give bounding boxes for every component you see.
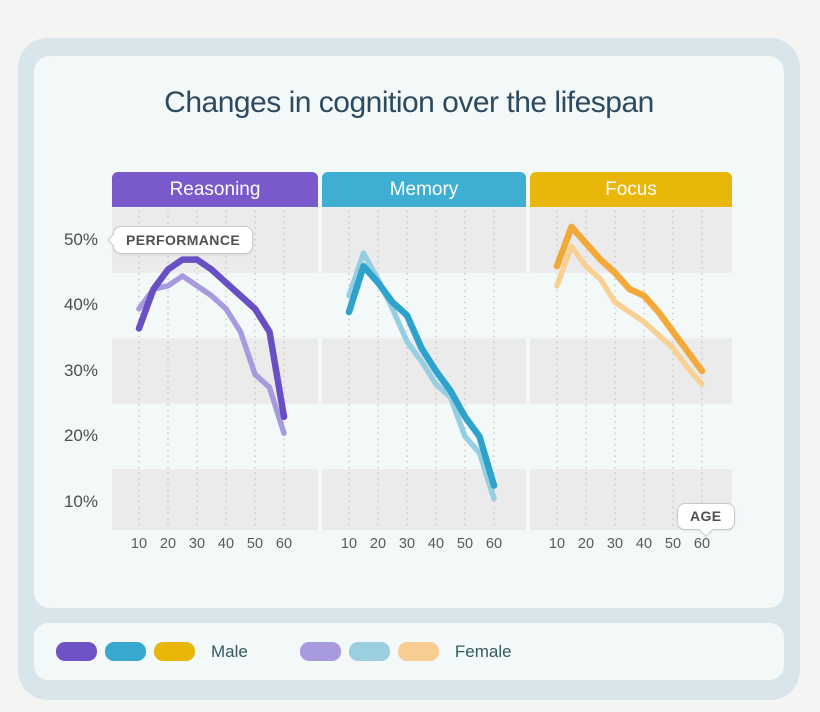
x-tick-memory-30: 30 xyxy=(398,536,416,552)
female-swatch-0 xyxy=(299,642,341,661)
x-tick-reasoning-10: 10 xyxy=(130,536,148,552)
x-tick-reasoning-20: 20 xyxy=(159,536,177,552)
y-tick-20: 20% xyxy=(63,426,98,445)
page-title: Changes in cognition over the lifespan xyxy=(164,86,654,119)
x-tick-memory-10: 10 xyxy=(340,536,358,552)
panel-reasoning xyxy=(112,207,318,530)
x-tick-focus-40: 40 xyxy=(635,536,653,552)
y-tick-50: 50% xyxy=(63,230,98,249)
male-swatch-group xyxy=(56,642,203,661)
y-tick-30: 30% xyxy=(63,361,98,380)
panel-header-reasoning: Reasoning xyxy=(112,172,318,207)
line-chart-plot xyxy=(112,207,732,530)
legend-bar: Male Female xyxy=(34,623,784,680)
band-row xyxy=(112,338,318,404)
x-tick-focus-20: 20 xyxy=(577,536,595,552)
panel-header-memory: Memory xyxy=(322,172,526,207)
x-tick-focus-10: 10 xyxy=(548,536,566,552)
x-tick-memory-20: 20 xyxy=(369,536,387,552)
focus-male-line xyxy=(553,223,706,375)
y-tick-40: 40% xyxy=(63,295,98,314)
chart-card: Changes in cognition over the lifespan R… xyxy=(34,56,784,608)
focus-female-line xyxy=(554,243,705,387)
x-tick-focus-30: 30 xyxy=(606,536,624,552)
chart-area: Reasoning Memory Focus 50% 40% 30% 20% 1… xyxy=(64,172,735,592)
reasoning-male-line xyxy=(135,256,288,421)
x-tick-memory-40: 40 xyxy=(427,536,445,552)
legend-female-label: Female xyxy=(454,641,512,661)
memory-female-line xyxy=(346,250,497,502)
female-swatch-2 xyxy=(397,642,439,661)
x-tick-focus-60: 60 xyxy=(693,536,711,552)
male-swatch-1 xyxy=(105,642,146,661)
performance-axis-callout: PERFORMANCE xyxy=(113,226,254,254)
x-tick-memory-50: 50 xyxy=(456,536,474,552)
male-swatch-2 xyxy=(154,642,195,661)
legend-male-label: Male xyxy=(211,641,248,661)
infographic-frame: Changes in cognition over the lifespan R… xyxy=(18,38,800,700)
x-tick-focus-50: 50 xyxy=(664,536,682,552)
reasoning-female-line xyxy=(136,273,287,436)
y-tick-10: 10% xyxy=(63,492,98,511)
age-axis-callout: AGE xyxy=(677,503,735,530)
x-tick-reasoning-60: 60 xyxy=(275,536,293,552)
panel-focus xyxy=(530,207,732,530)
x-tick-memory-60: 60 xyxy=(485,536,503,552)
memory-male-line xyxy=(345,262,498,489)
band-row xyxy=(322,207,526,273)
x-tick-reasoning-40: 40 xyxy=(217,536,235,552)
x-tick-reasoning-50: 50 xyxy=(246,536,264,552)
panel-memory xyxy=(322,207,526,530)
band-row xyxy=(112,469,318,530)
male-swatch-0 xyxy=(56,642,97,661)
female-swatch-group xyxy=(299,642,447,661)
panel-header-focus: Focus xyxy=(530,172,732,207)
female-swatch-1 xyxy=(348,642,390,661)
x-tick-reasoning-30: 30 xyxy=(188,536,206,552)
